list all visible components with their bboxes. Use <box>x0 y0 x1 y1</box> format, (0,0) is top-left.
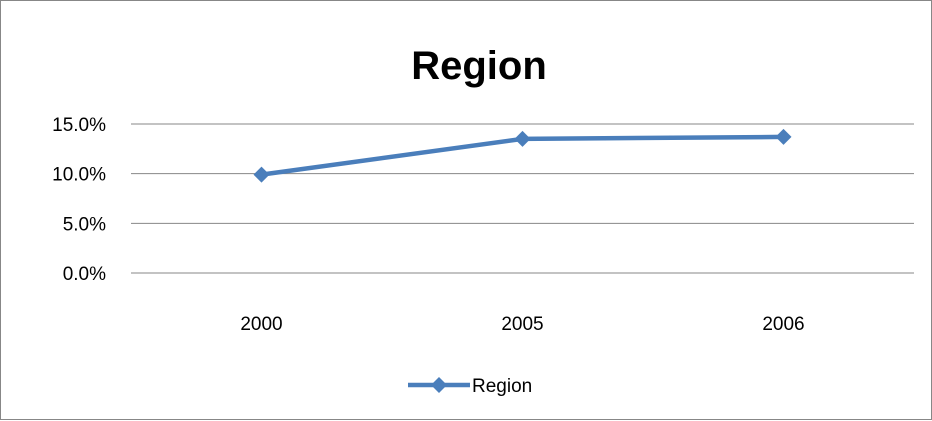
data-point-marker <box>514 130 531 147</box>
y-tick-label: 10.0% <box>52 165 106 186</box>
legend-marker <box>431 377 447 393</box>
y-tick-label: 0.0% <box>63 264 106 285</box>
y-axis-tick-labels: 15.0% 10.0% 5.0% 0.0% <box>52 115 106 285</box>
legend-label: Region <box>472 376 532 397</box>
x-axis-tick-labels: 2000 2005 2006 <box>240 314 804 335</box>
legend: Region <box>408 376 532 397</box>
y-tick-label: 15.0% <box>52 115 106 136</box>
x-tick-label: 2005 <box>501 314 543 335</box>
x-tick-label: 2006 <box>762 314 804 335</box>
y-tick-label: 5.0% <box>63 214 106 235</box>
series-layer <box>253 128 792 183</box>
data-point-marker <box>253 166 270 183</box>
chart-title: Region <box>411 44 547 88</box>
data-point-marker <box>775 128 792 145</box>
x-tick-label: 2000 <box>240 314 282 335</box>
